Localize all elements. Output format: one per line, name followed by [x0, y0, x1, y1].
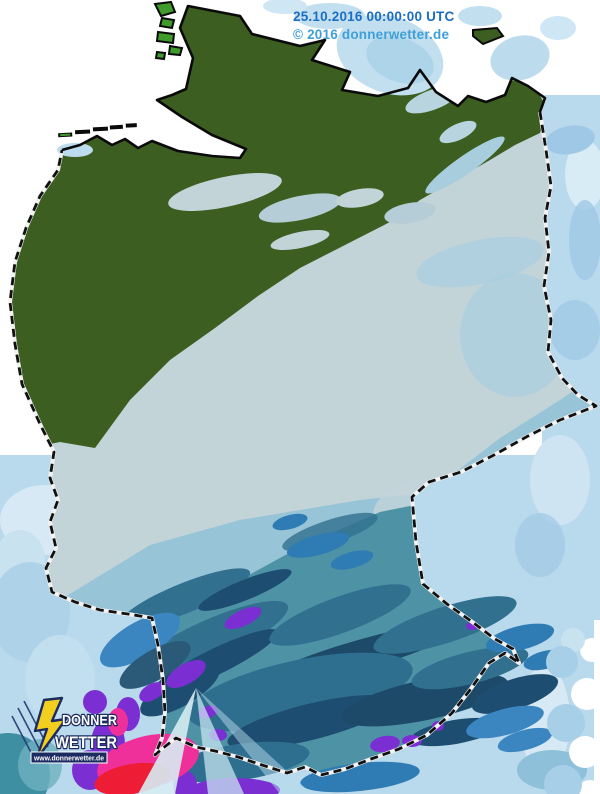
logo-word-donner: DONNER [62, 712, 117, 729]
north-frisian-islands [153, 0, 184, 61]
east-frisian-islands [58, 123, 137, 138]
logo-url-bar [30, 751, 108, 764]
fehmarn-island [472, 26, 505, 46]
country-border [8, 111, 598, 777]
logo-word-wetter: WETTER [55, 733, 117, 752]
heavy-precipitation-cells [72, 584, 587, 794]
coastline [61, 4, 547, 160]
radar-range-scallops [544, 620, 600, 794]
logo: DONNER WETTER www.donnerwetter.de [11, 696, 118, 764]
lightning-bolt-icon [33, 696, 68, 762]
islands [58, 0, 505, 138]
map-copyright: © 2016 donnerwetter.de [293, 27, 449, 42]
map-timestamp: 25.10.2016 00:00:00 UTC [293, 9, 455, 24]
logo-url: www.donnerwetter.de [33, 756, 104, 763]
sea-precipitation-patches [57, 0, 576, 157]
